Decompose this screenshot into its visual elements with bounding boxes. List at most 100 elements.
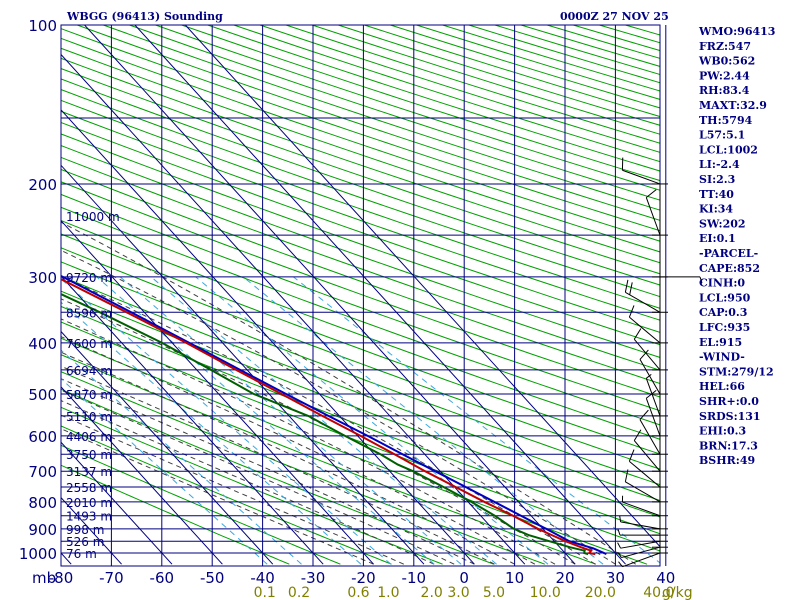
temperature-tick-label: 40 [656,569,675,587]
mixing-ratio-label: 2.0 [421,585,443,600]
temperature-tick-label: -20 [351,569,376,587]
mixing-ratio-label: 40.0 [643,585,674,600]
mixing-ratio-unit-label: g/kg [662,585,693,600]
pressure-tick-label: 1000 [19,545,57,563]
isotherm-line [61,219,374,565]
dry-adiabat [61,444,341,565]
mixing-ratio-label: 3.0 [447,585,469,600]
dry-adiabat [61,99,660,309]
temperature-tick-label: 20 [555,569,574,587]
temperature-tick-label: -70 [99,569,124,587]
moist-adiabat [61,318,556,565]
index-line: L57:5.1 [699,129,745,142]
moist-adiabat [61,414,405,565]
isotherm-line [61,109,475,565]
mixing-ratio-line [61,349,302,565]
wind-barb-shaft [622,552,661,568]
index-line: MAXT:32.9 [699,99,767,112]
dry-adiabat [61,275,660,502]
dry-adiabat [77,25,660,221]
wind-barb-shaft [645,197,661,236]
wind-barb-shaft [625,481,661,503]
dry-adiabat [61,144,660,358]
wind-barb-flag [633,328,642,340]
wind-barb-flag [639,349,649,360]
pressure-tick-label: 200 [28,176,57,194]
wind-barb-half-flag [619,515,622,522]
wind-barb-flag [639,409,649,420]
index-line: LCL:1002 [699,143,758,156]
height-label: 2558 m [66,481,112,495]
moist-adiabat [61,428,374,565]
wind-barb-flag [629,282,633,295]
temperature-tick-label: 10 [505,569,524,587]
dry-adiabat [61,133,660,346]
moist-adiabat [61,336,536,565]
temperature-tick-label: -10 [402,569,427,587]
dry-adiabat [61,233,660,455]
dry-adiabat [61,110,660,321]
dry-adiabat [61,47,660,253]
dry-adiabat [61,193,660,412]
pressure-tick-label: 300 [28,269,57,287]
wind-barb-flag [624,279,629,293]
moist-adiabat [61,389,455,565]
temperature-tick-label: -80 [49,569,74,587]
wind-barb-shaft [629,316,661,344]
height-label: 11000 m [66,210,120,224]
isotherm-line [134,25,626,565]
isotherm-line [61,330,274,565]
index-line: PW:2.44 [699,69,750,82]
moist-adiabat [61,275,596,565]
mixing-ratio-line [61,301,362,565]
wind-barb-half-flag [617,542,622,549]
wind-barb-shaft [633,440,661,472]
dry-adiabat [61,57,660,264]
wind-barb-flag [628,449,635,462]
isotherm-line [61,386,223,565]
wind-barb-half-flag [699,276,703,284]
wind-barb-flag [633,429,642,441]
temperature-tick-label: 30 [606,569,625,587]
dry-adiabat [61,89,660,298]
moist-adiabat [61,351,515,565]
index-line: LCL:950 [699,291,751,304]
dry-adiabat [61,305,660,535]
wind-barb-flag [628,305,635,318]
wind-barb-shaft [620,540,661,549]
index-line: TH:5794 [699,114,753,127]
wind-barbs [617,157,703,568]
moist-adiabat [61,365,495,565]
temperature-line [61,277,596,556]
height-label: 5870 m [66,388,112,402]
isotherm-line [61,441,173,565]
mixing-ratio-label: 1.0 [377,585,399,600]
pressure-unit-label: mb [32,569,56,587]
pressure-tick-label: 900 [28,521,57,539]
mixing-ratio-line [119,276,462,565]
wind-barb-half-flag [617,551,622,558]
wind-barb-shaft [625,291,661,313]
dry-adiabat [61,247,660,470]
temperature-tick-label: -30 [301,569,326,587]
height-label: 8596 m [66,306,112,320]
index-line: KI:34 [699,203,733,216]
temperature-tick-label: -50 [200,569,225,587]
wind-barb-flag [646,189,657,198]
isotherm-line [0,25,21,564]
temperature-tick-label: 0 [459,569,469,587]
temperature-tick-label: -60 [150,569,175,587]
height-label: 526 m [66,535,104,549]
wind-barb-half-flag [617,528,621,536]
dry-adiabat [61,219,660,440]
grid [60,24,667,567]
height-label: 2010 m [66,496,112,510]
dry-adiabat [61,121,660,333]
index-line: WB0:562 [698,55,755,68]
index-line: CAP:0.3 [699,306,747,319]
index-line: EL:915 [699,336,742,349]
wind-barb-half-flag [618,561,623,567]
index-line: STM:279/12 [699,365,774,378]
index-line: LI:-2.4 [699,158,740,171]
